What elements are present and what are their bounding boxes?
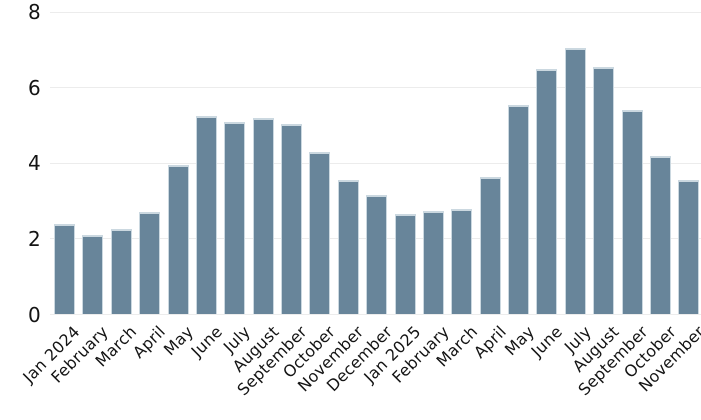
- bar-jan-2025-2025: [394, 214, 416, 315]
- bar-december: [366, 195, 388, 315]
- y-tick-label: 2: [27, 226, 41, 251]
- bar-september-2025: [621, 110, 643, 315]
- gridline: [50, 11, 701, 13]
- bar-february: [82, 235, 104, 315]
- bar-august: [252, 117, 274, 315]
- bar-november: [337, 180, 359, 315]
- bar-jan-2024: [54, 223, 75, 315]
- gridline: [50, 314, 701, 315]
- bar-september: [281, 123, 302, 315]
- y-tick-label: 0: [27, 302, 41, 327]
- bar-august-2025: [593, 66, 615, 315]
- bar-march: [110, 229, 132, 315]
- bar-april-2025: [479, 176, 501, 315]
- bar-october-2025: [649, 155, 671, 315]
- gridline: [50, 162, 701, 164]
- gridline: [50, 87, 701, 89]
- bar-october: [309, 151, 331, 315]
- bar-july-2025: [564, 48, 586, 315]
- bar-february-2025: [422, 210, 444, 315]
- bar-march-2025: [451, 208, 473, 315]
- bar-july: [224, 121, 246, 315]
- y-tick-label: 8: [27, 0, 41, 25]
- y-tick-label: 4: [27, 151, 41, 176]
- bar-april: [139, 212, 161, 315]
- bar-june-2025: [536, 68, 558, 315]
- bar-june: [195, 116, 217, 315]
- bar-november-2025: [678, 180, 700, 315]
- bar-may: [167, 165, 189, 315]
- y-tick-label: 6: [27, 75, 41, 100]
- bar-may-2025: [508, 104, 529, 315]
